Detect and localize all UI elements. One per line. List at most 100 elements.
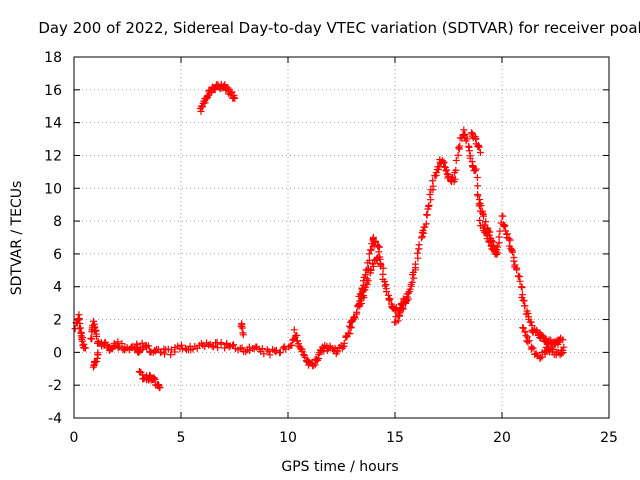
data-point — [541, 350, 549, 358]
data-point — [224, 84, 232, 92]
y-tick-label: 4 — [53, 280, 62, 296]
data-point — [364, 277, 372, 285]
data-point — [315, 351, 323, 359]
x-tick-label: 10 — [279, 430, 297, 446]
y-tick-label: 18 — [44, 50, 62, 66]
data-point — [230, 341, 238, 349]
x-tick-label: 20 — [493, 430, 511, 446]
data-point — [290, 326, 298, 334]
data-point — [373, 255, 381, 263]
data-point — [427, 196, 435, 204]
data-point — [353, 308, 361, 316]
data-point — [365, 250, 373, 258]
data-point — [476, 149, 484, 157]
data-point — [472, 165, 480, 173]
data-point — [156, 384, 164, 392]
data-point — [385, 296, 393, 304]
data-point — [443, 166, 451, 174]
data-point — [214, 344, 222, 352]
y-tick-label: 10 — [44, 181, 62, 197]
data-point — [114, 338, 122, 346]
data-point — [369, 262, 377, 270]
data-point — [557, 350, 565, 358]
data-point — [374, 254, 382, 262]
data-point — [509, 248, 517, 256]
data-point — [258, 345, 266, 353]
data-point — [442, 167, 450, 175]
data-point — [114, 344, 122, 352]
data-point — [482, 218, 490, 226]
x-tick-label: 15 — [386, 430, 404, 446]
data-point — [340, 339, 348, 347]
x-tick-labels: 0 5 10 15 20 25 — [70, 430, 618, 446]
data-point — [239, 331, 247, 339]
y-tick-label: 14 — [44, 116, 62, 132]
data-point — [473, 173, 481, 181]
data-point — [260, 350, 268, 358]
data-point — [293, 337, 301, 345]
data-point — [211, 86, 219, 94]
data-point — [447, 177, 455, 185]
data-point — [477, 202, 485, 210]
data-point — [468, 129, 476, 137]
data-point — [475, 143, 483, 151]
data-point — [298, 348, 306, 356]
data-point — [238, 344, 246, 352]
data-point — [181, 344, 189, 352]
y-tick-label: -2 — [48, 378, 62, 394]
data-point — [414, 249, 422, 257]
x-tick-label: 5 — [177, 430, 186, 446]
data-point — [346, 330, 354, 338]
y-tick-label: 16 — [44, 83, 62, 99]
data-point — [94, 351, 102, 359]
data-point — [198, 103, 206, 111]
data-point — [396, 312, 404, 320]
data-point — [150, 374, 158, 382]
data-point — [542, 335, 550, 343]
data-point — [429, 177, 437, 185]
data-point — [394, 317, 402, 325]
data-point — [493, 246, 501, 254]
data-point — [360, 292, 368, 300]
data-point — [500, 223, 508, 231]
data-point — [452, 156, 460, 164]
data-point — [344, 329, 352, 337]
data-point — [465, 147, 473, 155]
data-point — [425, 201, 433, 209]
data-point — [358, 284, 366, 292]
data-point — [452, 166, 460, 174]
data-point — [501, 227, 509, 235]
data-point — [367, 246, 375, 254]
data-point — [475, 142, 483, 150]
data-point — [82, 344, 90, 352]
data-point — [89, 317, 97, 325]
data-point — [559, 349, 567, 357]
data-point — [404, 295, 412, 303]
data-point — [471, 167, 479, 175]
data-point — [411, 260, 419, 268]
data-point — [474, 182, 482, 190]
data-point — [476, 216, 484, 224]
data-point — [451, 175, 459, 183]
data-point — [301, 353, 309, 361]
data-point — [379, 264, 387, 272]
data-point — [488, 237, 496, 245]
data-point — [521, 302, 529, 310]
chart-title: Day 200 of 2022, Sidereal Day-to-day VTE… — [38, 19, 640, 37]
data-point — [178, 341, 186, 349]
data-point — [276, 348, 284, 356]
data-point — [361, 271, 369, 279]
data-point — [92, 332, 100, 340]
data-point — [519, 296, 527, 304]
data-point — [88, 335, 96, 343]
data-point — [560, 343, 568, 351]
data-point — [377, 261, 385, 269]
data-point — [346, 322, 354, 330]
y-tick-label: 6 — [53, 247, 62, 263]
data-point — [333, 348, 341, 356]
data-point — [517, 283, 525, 291]
data-point — [527, 318, 535, 326]
data-point — [469, 163, 477, 171]
data-point — [144, 342, 152, 350]
